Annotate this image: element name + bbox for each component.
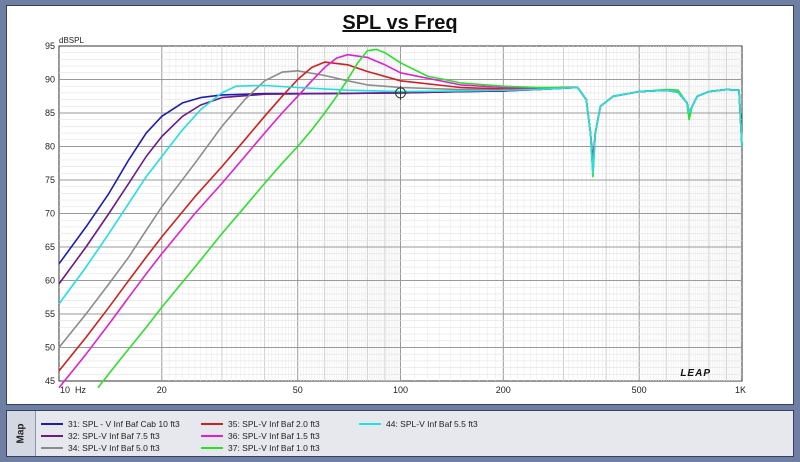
legend-entry[interactable]: 44: SPL-V Inf Baf 5.5 ft3 [359, 418, 478, 429]
legend-swatch [201, 422, 223, 425]
y-tick-label: 75 [45, 175, 55, 185]
legend-label: 34: SPL-V Inf Baf 5.0 ft3 [68, 442, 160, 453]
legend-label: 31: SPL - V Inf Baf Cab 10 ft3 [68, 418, 180, 429]
map-tab[interactable]: Map [7, 411, 36, 456]
y-tick-label: 80 [45, 142, 55, 152]
y-tick-label: 50 [45, 343, 55, 353]
y-tick-label: 45 [45, 376, 55, 386]
y-tick-label: 60 [45, 276, 55, 286]
legend-swatch [41, 446, 63, 449]
legend-label: 35: SPL-V Inf Baf 2.0 ft3 [228, 418, 320, 429]
legend-entry[interactable]: 31: SPL - V Inf Baf Cab 10 ft3 [41, 418, 180, 429]
chart-panel: SPL vs Freq dBSPL 45 50 55 60 65 70 75 80 85 90 95… [6, 5, 794, 405]
legend-label: 37: SPL-V Inf Baf 1.0 ft3 [228, 442, 320, 453]
x-tick-label: 1K [735, 385, 746, 395]
legend-swatch [41, 422, 63, 425]
legend-swatch [201, 434, 223, 437]
spl-vs-freq-chart: SPL vs Freq dBSPL 45 50 55 60 65 70 75 80 85 90 95… [45, 12, 746, 395]
legend-label: 32: SPL-V Inf Baf 7.5 ft3 [68, 430, 160, 441]
y-tick-label: 85 [45, 108, 55, 118]
tick-labels: 45 50 55 60 65 70 75 80 85 90 95 10 Hz 20 50 100 200 500… [45, 41, 746, 395]
map-tab-label: Map [15, 423, 27, 444]
x-tick-label: 500 [632, 385, 647, 395]
legend-entry[interactable]: 35: SPL-V Inf Baf 2.0 ft3 [201, 418, 320, 429]
x-tick-label: 200 [496, 385, 511, 395]
legend-label: 36: SPL-V Inf Baf 1.5 ft3 [228, 430, 320, 441]
y-tick-label: 70 [45, 209, 55, 219]
y-axis-label: dBSPL [59, 36, 84, 45]
y-tick-label: 95 [45, 41, 55, 51]
y-tick-label: 65 [45, 242, 55, 252]
legend-entry[interactable]: 37: SPL-V Inf Baf 1.0 ft3 [201, 442, 320, 453]
legend: 31: SPL - V Inf Baf Cab 10 ft3 32: SPL-V … [41, 411, 781, 456]
legend-entry[interactable]: 34: SPL-V Inf Baf 5.0 ft3 [41, 442, 160, 453]
legend-panel: Map 31: SPL - V Inf Baf Cab 10 ft3 32: SP… [6, 410, 794, 457]
x-tick-label: 50 [293, 385, 303, 395]
grid [58, 45, 743, 382]
legend-swatch [359, 422, 381, 425]
legend-entry[interactable]: 36: SPL-V Inf Baf 1.5 ft3 [201, 430, 320, 441]
series-lines [58, 48, 743, 389]
y-tick-label: 90 [45, 75, 55, 85]
legend-swatch [201, 446, 223, 449]
y-tick-label: 55 [45, 309, 55, 319]
chart-title: SPL vs Freq [342, 12, 457, 34]
x-tick-label: 100 [393, 385, 408, 395]
legend-label: 44: SPL-V Inf Baf 5.5 ft3 [386, 418, 478, 429]
legend-entry[interactable]: 32: SPL-V Inf Baf 7.5 ft3 [41, 430, 160, 441]
legend-swatch [41, 434, 63, 437]
x-tick-label: 20 [157, 385, 167, 395]
leap-logo: LEAP [680, 368, 711, 379]
x-tick-label: 10 Hz [60, 385, 87, 395]
series-line-7 [58, 84, 743, 305]
